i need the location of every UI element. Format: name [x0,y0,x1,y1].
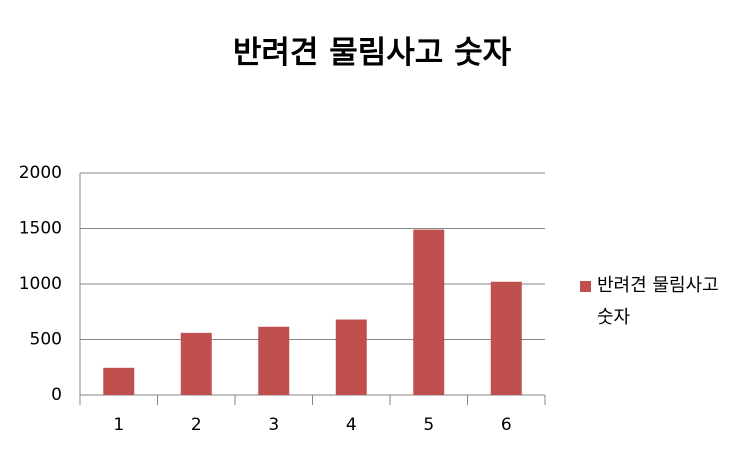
legend-swatch [580,281,591,292]
legend-label: 반려견 물림사고 숫자 [597,275,719,328]
y-tick-label: 0 [51,385,62,405]
bar [413,229,445,395]
x-tick-label: 5 [423,415,434,435]
chart-title: 반려견 물림사고 숫자 [232,35,512,71]
y-tick-label: 1000 [19,274,62,294]
y-tick-label: 2000 [19,163,62,183]
x-tick-label: 4 [346,415,357,435]
x-tick-label: 2 [191,415,202,435]
bar [103,367,135,395]
bar [335,319,367,395]
y-tick-label: 1500 [19,219,62,239]
x-tick-label: 6 [501,415,512,435]
y-tick-label: 500 [30,330,62,350]
bar [258,326,290,395]
x-tick-label: 1 [113,415,124,435]
bar [490,281,522,395]
x-tick-label: 3 [268,415,279,435]
bar [180,332,212,395]
